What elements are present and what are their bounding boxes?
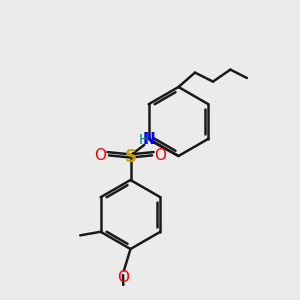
Text: H: H xyxy=(138,133,148,146)
Text: S: S xyxy=(124,148,136,166)
Text: O: O xyxy=(94,148,106,163)
Text: O: O xyxy=(117,270,129,285)
Text: N: N xyxy=(143,132,156,147)
Text: O: O xyxy=(154,148,166,163)
